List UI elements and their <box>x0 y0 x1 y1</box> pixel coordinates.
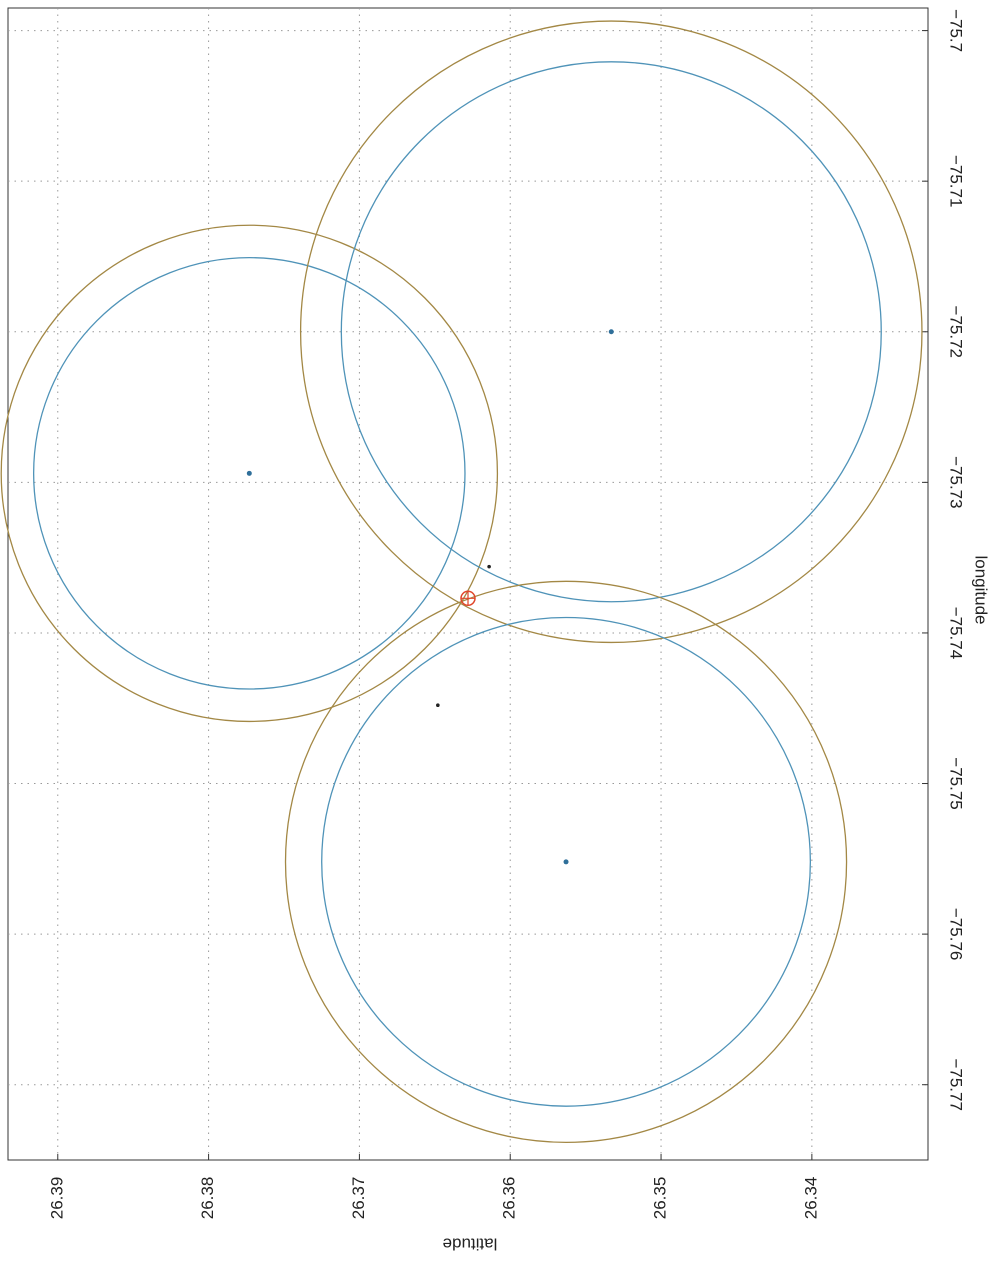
y-tick-label: −75.77 <box>947 1058 966 1110</box>
inner-circle <box>340 61 882 603</box>
outer-circle <box>0 224 499 723</box>
inner-circle <box>32 256 466 690</box>
inner-circle <box>321 616 812 1107</box>
point <box>436 703 440 708</box>
estimate-cross <box>461 591 475 606</box>
plot-frame <box>7 7 929 1161</box>
y-tick-label: −75.7 <box>947 9 966 52</box>
x-tick-label: 26.36 <box>500 1177 519 1220</box>
x-tick-label: 26.34 <box>801 1177 820 1220</box>
center-point <box>563 859 569 865</box>
x-tick-label: 26.38 <box>198 1177 217 1220</box>
outer-circle <box>284 580 848 1144</box>
y-tick-label: −75.74 <box>947 607 966 659</box>
center-point <box>246 470 252 476</box>
x-axis-label: latitude <box>443 1235 498 1254</box>
center-point <box>608 329 614 335</box>
y-tick-label: −75.75 <box>947 757 966 809</box>
y-tick-label: −75.72 <box>947 306 966 358</box>
x-tick-label: 26.37 <box>349 1177 368 1220</box>
y-tick-label: −75.73 <box>947 456 966 508</box>
y-axis-label: longitude <box>972 555 990 624</box>
x-tick-label: 26.39 <box>47 1177 66 1220</box>
point <box>487 564 491 569</box>
x-tick-label: 26.35 <box>651 1177 670 1220</box>
y-tick-label: −75.76 <box>947 908 966 960</box>
y-tick-label: −75.71 <box>947 155 966 207</box>
outer-circle <box>299 20 923 644</box>
